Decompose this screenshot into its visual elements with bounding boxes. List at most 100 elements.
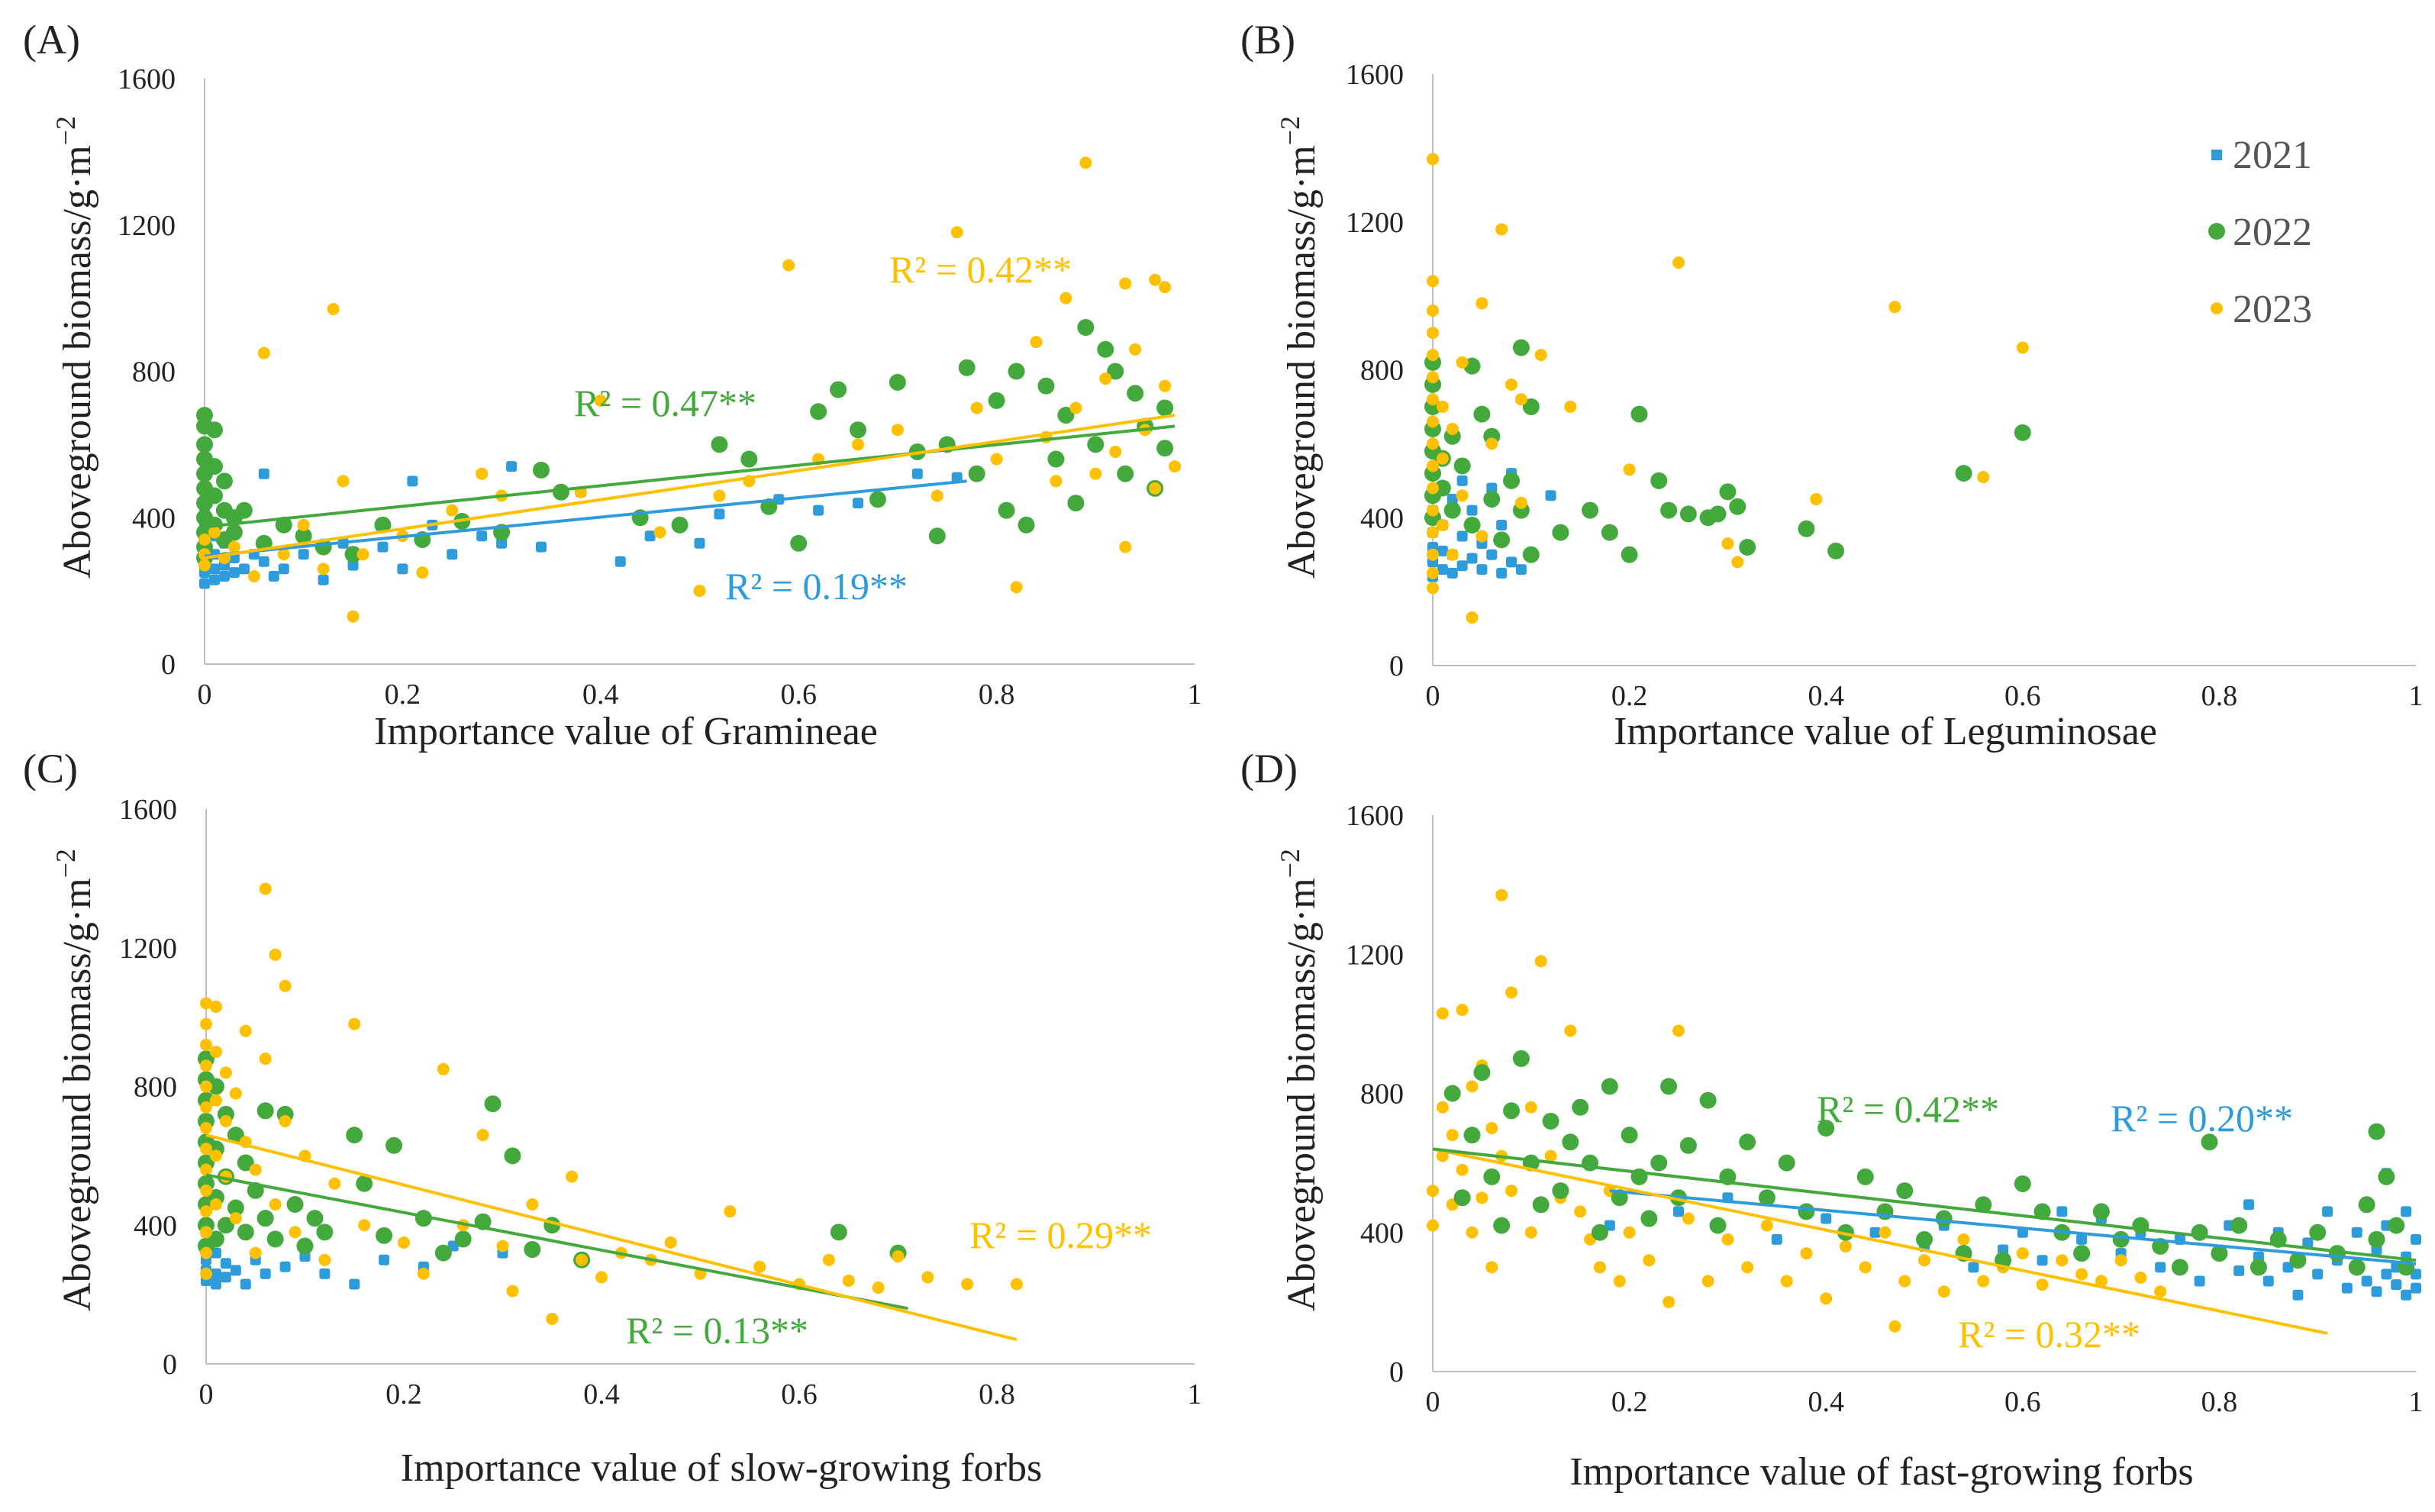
point-2023 (249, 1246, 262, 1259)
point-2021 (228, 567, 240, 579)
point-2023 (1672, 256, 1685, 269)
point-2022 (1503, 472, 1521, 489)
r2-label-a-2023: R² = 0.42** (889, 248, 1072, 291)
panel-label-b: (B) (1240, 17, 1295, 63)
point-2023 (1760, 1219, 1773, 1232)
data-points-b (1424, 153, 2031, 624)
point-2023 (1514, 496, 1527, 509)
y-tick-label-b: 0 (1389, 650, 1404, 682)
point-2021 (813, 505, 824, 516)
point-2022 (1532, 1196, 1550, 1214)
point-2021 (853, 498, 864, 509)
point-2023 (200, 1246, 212, 1259)
point-2023 (1427, 393, 1439, 406)
point-2021 (1466, 553, 1478, 564)
point-2021 (210, 1268, 221, 1279)
point-2023 (1427, 1219, 1439, 1232)
point-2022 (1817, 1120, 1835, 1137)
point-2023 (1119, 540, 1132, 553)
y-tick-label-b: 400 (1360, 502, 1404, 534)
point-2023 (1977, 1275, 1990, 1288)
point-2022 (1087, 436, 1105, 453)
point-2022 (958, 359, 976, 376)
y-ticks-c: 0 400 800 1200 1600 (119, 794, 177, 1381)
y-tick-label-d: 1200 (1346, 939, 1404, 971)
point-2023 (2016, 1247, 2029, 1260)
panel-b: (B) 0 400 800 1200 1600 0 0.2 0.4 0.6 0.8 1 Impor… (1240, 17, 2424, 753)
point-2022 (1640, 1210, 1658, 1227)
point-2022 (346, 1127, 363, 1144)
point-2023 (1505, 378, 1518, 391)
point-2021 (2262, 1275, 2274, 1287)
point-2023 (1427, 504, 1439, 517)
point-2023 (1079, 156, 1092, 169)
point-2022 (205, 487, 223, 505)
point-2021 (218, 570, 230, 582)
r2-label-a-2022: R² = 0.47** (574, 382, 756, 424)
point-2022 (1778, 1154, 1795, 1172)
point-2022 (2368, 1123, 2385, 1140)
point-2023 (1701, 1275, 1714, 1288)
point-2022 (1650, 472, 1668, 489)
point-2021 (951, 472, 963, 483)
point-2023 (1888, 301, 1901, 314)
point-2023 (347, 610, 360, 623)
point-2023 (1466, 611, 1479, 624)
x-tick-label-a: 0 (198, 679, 212, 711)
point-2023 (269, 1198, 282, 1211)
point-2023 (1524, 1101, 1537, 1114)
point-2021 (2302, 1237, 2314, 1249)
point-2022 (1699, 1091, 1717, 1109)
point-2021 (2037, 1255, 2048, 1266)
point-2023 (358, 1219, 371, 1232)
point-2022 (1660, 501, 1678, 519)
point-2022 (295, 527, 312, 545)
point-2022 (296, 1237, 314, 1255)
y-tick-label-d: 800 (1360, 1078, 1404, 1111)
point-2021 (407, 476, 418, 487)
point-2023 (1485, 1261, 1498, 1274)
point-2022 (1008, 363, 1025, 380)
y-tick-label-c: 0 (163, 1349, 177, 1381)
point-2023 (1427, 582, 1439, 595)
point-2023 (229, 1087, 242, 1100)
point-2023 (1456, 1163, 1469, 1176)
point-2023 (1436, 452, 1449, 465)
point-2022 (2201, 1133, 2218, 1151)
point-2023 (328, 1177, 341, 1190)
point-2023 (546, 1312, 559, 1325)
point-2023 (892, 1250, 905, 1263)
point-2022 (196, 436, 213, 453)
point-2022 (1827, 542, 1845, 559)
point-2023 (1731, 556, 1744, 569)
x-tick-label-a: 0.6 (780, 679, 817, 711)
point-2021 (258, 468, 269, 479)
point-2022 (374, 516, 392, 534)
point-2022 (266, 1230, 284, 1248)
point-2022 (1443, 501, 1461, 519)
point-2023 (1505, 1185, 1518, 1198)
point-2023 (1099, 372, 1112, 385)
point-2022 (1077, 318, 1095, 336)
point-2021 (240, 1278, 251, 1290)
y-axis-label-b-text: Aboveground biomass/g·m (1280, 145, 1324, 579)
point-2023 (1427, 327, 1439, 340)
point-2022 (998, 501, 1015, 519)
point-2023 (1069, 401, 1082, 414)
x-tick-label-a: 0.4 (582, 679, 619, 711)
point-2023 (200, 997, 212, 1010)
point-2021 (260, 1268, 271, 1279)
point-2022 (1473, 1064, 1491, 1082)
point-2023 (200, 1163, 212, 1176)
r2-label-c-2023: R² = 0.29** (969, 1214, 1152, 1256)
point-2021 (506, 461, 518, 472)
point-2023 (239, 1024, 252, 1037)
point-2021 (1673, 1206, 1684, 1217)
trendline-2023 (1432, 1147, 2328, 1335)
point-2023 (1800, 1247, 1813, 1260)
point-2022 (524, 1241, 541, 1259)
point-2023 (417, 1267, 430, 1280)
point-2022 (1018, 516, 1035, 534)
point-2022 (1679, 505, 1697, 523)
point-2022 (1709, 1217, 1727, 1234)
